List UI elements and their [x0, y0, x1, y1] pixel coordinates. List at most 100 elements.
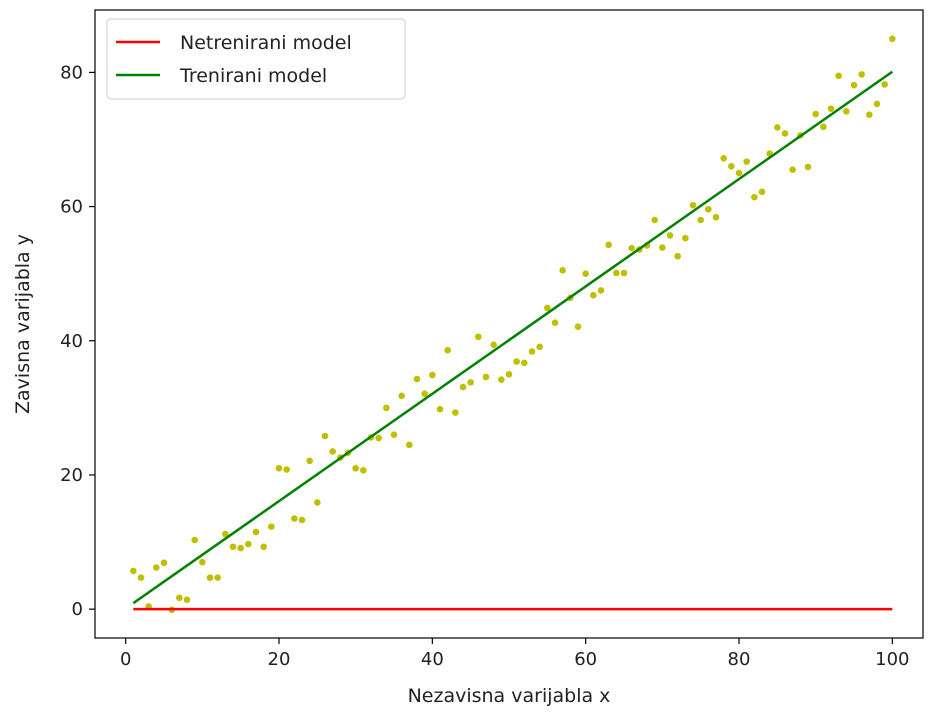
data-point: [298, 516, 306, 524]
data-point: [781, 130, 789, 137]
data-point: [191, 536, 198, 544]
data-point: [137, 574, 145, 581]
data-point: [697, 216, 704, 224]
data-point: [214, 574, 221, 581]
data-point: [513, 358, 520, 365]
data-point: [674, 252, 681, 260]
data-point: [850, 81, 858, 89]
data-point: [720, 154, 727, 162]
data-point: [597, 287, 605, 294]
data-point: [843, 108, 850, 115]
data-point: [804, 163, 812, 171]
data-point: [237, 544, 244, 552]
data-point: [866, 111, 873, 118]
data-point: [153, 564, 160, 571]
data-point: [436, 405, 444, 413]
data-point: [467, 379, 474, 386]
data-point: [314, 499, 321, 506]
data-point: [498, 376, 505, 383]
data-point: [789, 166, 796, 173]
y-tick-label: 0: [72, 599, 83, 620]
data-point: [858, 71, 865, 78]
data-point: [682, 234, 689, 242]
data-point: [352, 464, 359, 472]
data-point: [283, 466, 290, 473]
y-tick-label: 40: [60, 331, 83, 352]
data-point: [820, 123, 827, 131]
data-point: [130, 567, 137, 575]
y-tick-label: 20: [60, 465, 83, 486]
data-point: [613, 269, 620, 277]
data-point: [689, 201, 697, 209]
data-point: [659, 244, 666, 251]
data-point: [199, 558, 206, 566]
data-point: [758, 188, 766, 196]
data-point: [291, 515, 298, 522]
data-point: [528, 348, 536, 355]
x-tick-label: 40: [421, 649, 444, 670]
data-point: [551, 319, 559, 326]
data-point: [881, 81, 888, 88]
data-point: [390, 431, 398, 439]
data-point: [398, 392, 405, 400]
data-point: [521, 359, 528, 367]
data-point: [329, 448, 336, 455]
data-point: [827, 105, 835, 112]
data-point: [321, 432, 329, 440]
data-point: [651, 216, 658, 224]
data-point: [452, 409, 459, 416]
data-point: [413, 375, 421, 383]
x-tick-label: 100: [875, 649, 909, 670]
data-point: [421, 390, 428, 398]
data-point: [260, 543, 267, 551]
data-point: [735, 169, 743, 177]
x-axis-label: Nezavisna varijabla x: [408, 685, 611, 707]
data-point: [666, 232, 674, 239]
x-tick-label: 60: [574, 649, 597, 670]
x-axis-ticks: 0 20 40 60 80 100: [120, 638, 910, 670]
data-point: [574, 323, 582, 330]
scatter-points: [130, 35, 896, 614]
data-point: [544, 304, 551, 312]
data-point: [743, 158, 750, 165]
legend-label-netrenirani: Netrenirani model: [180, 32, 352, 54]
y-tick-label: 80: [60, 62, 83, 83]
data-point: [889, 35, 896, 43]
data-point: [375, 434, 382, 442]
data-point: [712, 214, 720, 221]
data-point: [229, 543, 237, 551]
data-point: [275, 464, 283, 472]
data-point: [751, 193, 758, 201]
data-point: [444, 346, 451, 354]
data-point: [482, 373, 490, 381]
data-point: [620, 269, 628, 277]
data-point: [360, 466, 367, 474]
data-point: [252, 528, 260, 536]
data-point: [383, 404, 390, 412]
data-point: [475, 333, 482, 341]
data-point: [873, 100, 881, 108]
data-point: [582, 270, 589, 277]
series-line-1: [132, 70, 894, 605]
data-point: [590, 291, 597, 299]
data-point: [705, 205, 712, 213]
x-tick-label: 80: [728, 649, 751, 670]
data-point: [505, 371, 513, 378]
data-point: [429, 371, 436, 379]
data-point: [490, 341, 497, 349]
data-point: [536, 343, 543, 351]
legend: Netrenirani model Trenirani model: [106, 18, 406, 100]
data-point: [835, 72, 842, 80]
data-point: [406, 441, 413, 449]
data-point: [176, 594, 183, 602]
plot-frame: [94, 9, 924, 639]
x-tick-label: 0: [120, 649, 131, 670]
legend-label-trenirani: Trenirani model: [179, 65, 327, 87]
data-point: [774, 124, 781, 131]
x-tick-label: 20: [268, 649, 291, 670]
data-point: [812, 110, 819, 118]
data-point: [160, 559, 168, 567]
model-lines: [132, 70, 894, 611]
y-axis-label: Zavisna varijabla y: [12, 234, 34, 414]
legend-box: [106, 18, 406, 100]
